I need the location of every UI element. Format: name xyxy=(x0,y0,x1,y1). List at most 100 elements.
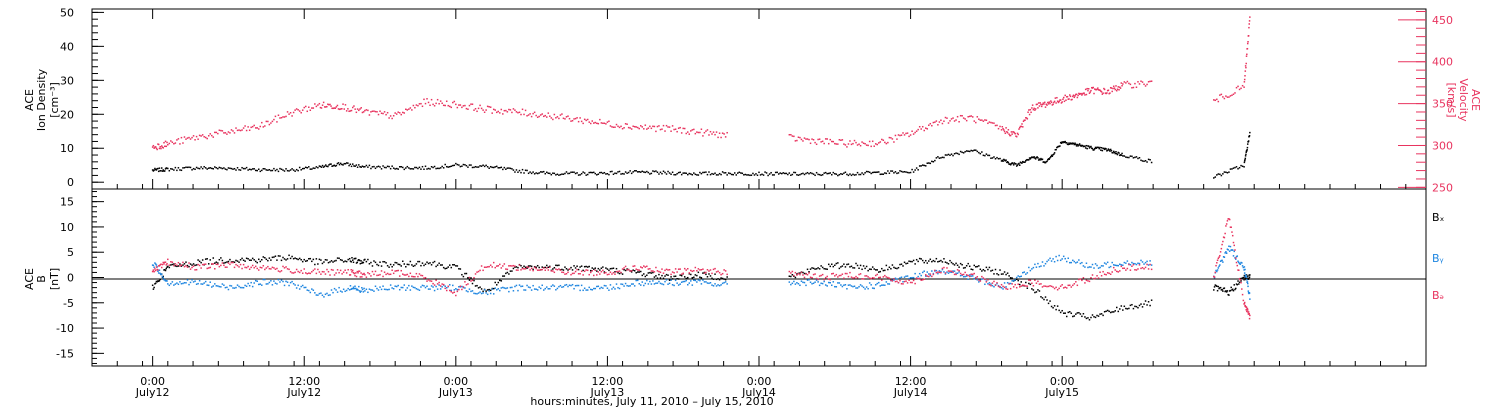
density-point xyxy=(206,168,208,170)
b-by-point xyxy=(935,269,938,272)
b-bz-point xyxy=(421,274,424,277)
b-bx-point xyxy=(371,265,374,267)
b-bx-point xyxy=(656,277,659,279)
b-bx-point xyxy=(363,259,365,261)
velocity-point xyxy=(244,125,246,127)
b-bz-point xyxy=(838,274,841,277)
density-point xyxy=(770,171,772,174)
b-bz-point xyxy=(470,280,472,282)
b-bz-point xyxy=(438,281,440,284)
b-bz-point xyxy=(211,263,213,265)
velocity-point xyxy=(1100,91,1103,93)
b-by-point xyxy=(850,285,853,287)
velocity-point xyxy=(1067,98,1069,100)
density-point xyxy=(1014,163,1016,165)
density-point xyxy=(1066,143,1069,146)
b-bz-point xyxy=(495,265,498,267)
density-point xyxy=(1082,145,1085,148)
velocity-point xyxy=(279,117,281,119)
velocity-point xyxy=(1074,95,1076,97)
b-bz-point xyxy=(162,261,164,264)
density-point xyxy=(350,165,353,168)
velocity-point xyxy=(186,137,189,139)
density-point xyxy=(811,172,813,175)
b-bx-point xyxy=(1123,305,1126,308)
b-bz-point xyxy=(1106,272,1109,274)
density-point xyxy=(677,171,680,174)
b-by-point xyxy=(864,288,866,290)
b-bx-point xyxy=(536,264,539,267)
b-by-point xyxy=(882,284,885,286)
density-point xyxy=(834,172,836,175)
b-bx-point xyxy=(612,267,615,270)
density-ytick-label: 10 xyxy=(60,142,74,155)
b-bx-point xyxy=(421,262,424,264)
b-bz-point xyxy=(829,278,831,281)
velocity-point xyxy=(1029,108,1032,111)
density-point xyxy=(1063,141,1066,144)
density-point xyxy=(323,165,326,168)
b-bz-point xyxy=(550,270,553,272)
b-by-point xyxy=(858,285,860,288)
b-bz-point xyxy=(520,269,522,271)
velocity-point xyxy=(640,125,642,127)
density-point xyxy=(486,166,489,168)
b-by-point xyxy=(674,279,677,282)
velocity-point xyxy=(611,126,613,128)
b-by-point xyxy=(955,272,957,275)
velocity-point xyxy=(1248,23,1250,25)
velocity-point xyxy=(699,131,701,134)
b-bz-point xyxy=(511,265,513,267)
velocity-point xyxy=(818,138,821,140)
b-bz-point xyxy=(420,274,422,277)
b-by-point xyxy=(1147,264,1150,266)
density-point xyxy=(1052,153,1054,156)
b-bx-point xyxy=(605,267,607,269)
b-bx-point xyxy=(194,264,196,267)
b-by-point xyxy=(158,269,161,271)
velocity-point xyxy=(1112,85,1115,88)
velocity-point xyxy=(412,104,415,107)
density-ytick-label: 30 xyxy=(60,74,74,87)
velocity-point xyxy=(265,120,268,123)
b-by-point xyxy=(844,283,847,286)
b-bx-point xyxy=(445,267,448,270)
b-bz-point xyxy=(720,273,722,276)
density-point xyxy=(164,170,166,172)
velocity-point xyxy=(859,144,862,147)
b-bx-point xyxy=(811,267,813,269)
b-by-point xyxy=(1224,252,1226,254)
velocity-point xyxy=(884,141,886,144)
velocity-point xyxy=(297,109,299,111)
b-by-point xyxy=(298,288,301,290)
density-point xyxy=(180,169,183,172)
b-by-point xyxy=(189,281,192,284)
b-bz-point xyxy=(620,271,622,274)
b-bz-point xyxy=(161,263,164,266)
b-bx-point xyxy=(1128,307,1130,310)
b-by-point xyxy=(920,274,922,277)
velocity-point xyxy=(978,118,980,120)
b-bz-point xyxy=(882,276,885,278)
density-point xyxy=(767,174,769,177)
b-by-point xyxy=(470,290,472,293)
b-by-point xyxy=(154,263,157,265)
b-bz-point xyxy=(324,273,327,275)
b-bx-point xyxy=(1224,290,1226,293)
density-point xyxy=(1112,152,1114,154)
density-point xyxy=(756,174,759,177)
b-bx-point xyxy=(925,259,927,262)
velocity-point xyxy=(315,105,318,108)
b-by-point xyxy=(304,286,307,289)
density-point xyxy=(159,170,161,172)
density-point xyxy=(153,169,155,171)
velocity-point xyxy=(198,134,201,137)
b-by-point xyxy=(1061,258,1063,260)
density-point xyxy=(1104,147,1107,150)
density-point xyxy=(251,168,254,170)
b-bz-point xyxy=(409,272,412,275)
b-bx-point xyxy=(1109,311,1112,314)
velocity-point xyxy=(444,104,446,107)
b-by-point xyxy=(1006,281,1009,284)
x-time-label: 12:00 xyxy=(288,375,320,388)
